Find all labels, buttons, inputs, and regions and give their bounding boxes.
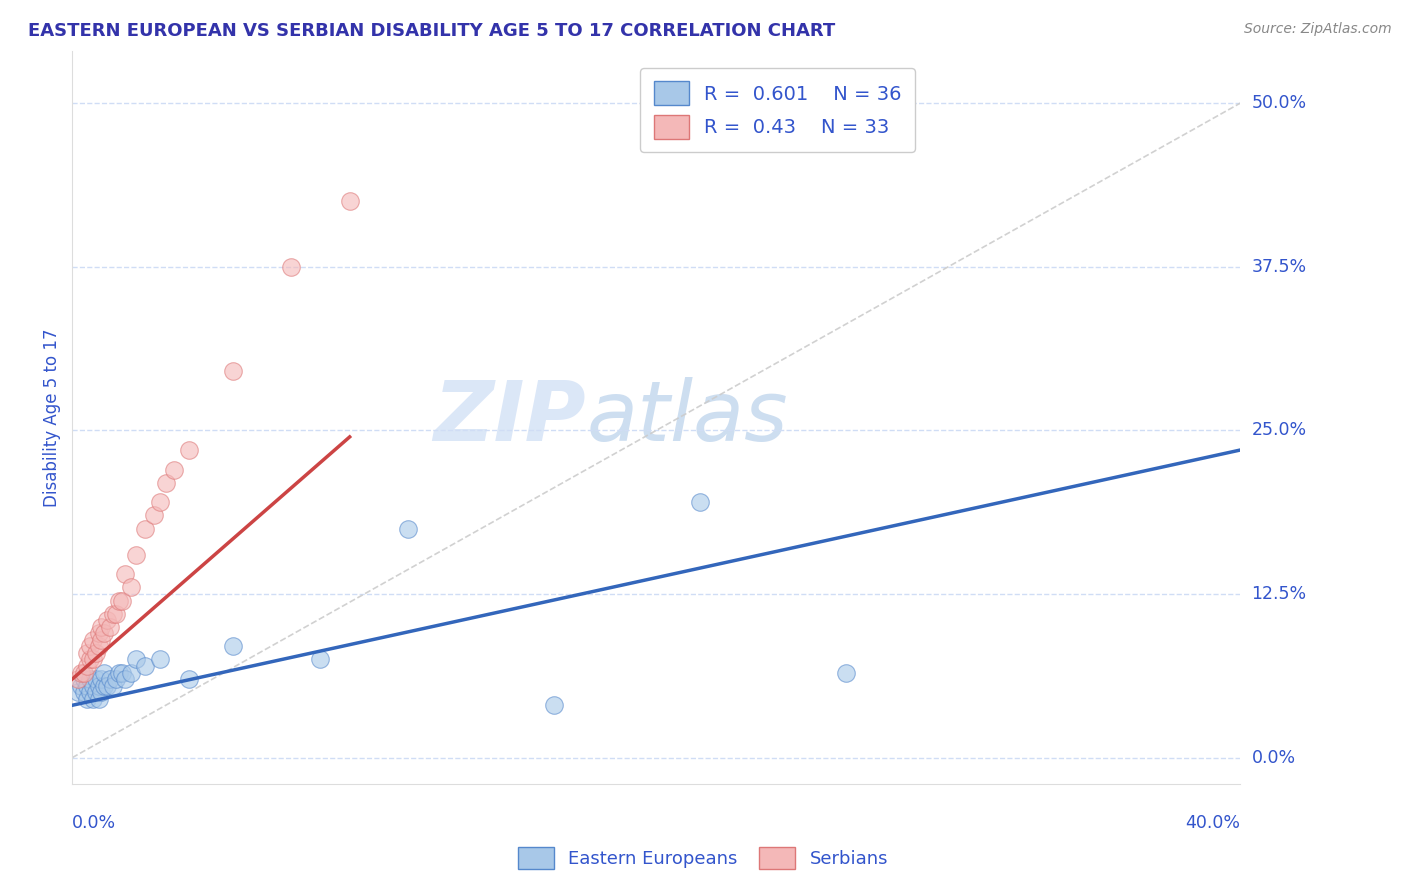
- Point: [125, 652, 148, 666]
- Point: [120, 581, 142, 595]
- Point: [222, 364, 245, 378]
- Text: 25.0%: 25.0%: [1251, 421, 1306, 440]
- Point: [114, 672, 136, 686]
- Point: [108, 665, 131, 680]
- Point: [105, 672, 128, 686]
- Point: [120, 665, 142, 680]
- Point: [149, 495, 172, 509]
- Point: [84, 685, 107, 699]
- Point: [79, 640, 101, 654]
- Point: [309, 652, 332, 666]
- Point: [101, 679, 124, 693]
- Text: Source: ZipAtlas.com: Source: ZipAtlas.com: [1244, 22, 1392, 37]
- Point: [101, 607, 124, 621]
- Point: [108, 593, 131, 607]
- Point: [82, 679, 104, 693]
- Point: [125, 548, 148, 562]
- Point: [79, 672, 101, 686]
- Point: [134, 522, 156, 536]
- Point: [96, 679, 118, 693]
- Point: [98, 672, 121, 686]
- Text: atlas: atlas: [586, 376, 787, 458]
- Point: [84, 672, 107, 686]
- Point: [93, 679, 115, 693]
- Point: [98, 620, 121, 634]
- Legend: R =  0.601    N = 36, R =  0.43    N = 33: R = 0.601 N = 36, R = 0.43 N = 33: [640, 68, 915, 153]
- Point: [177, 672, 200, 686]
- Point: [339, 194, 361, 209]
- Point: [543, 698, 565, 713]
- Point: [67, 685, 90, 699]
- Text: 0.0%: 0.0%: [1251, 748, 1296, 766]
- Text: 37.5%: 37.5%: [1251, 258, 1306, 276]
- Point: [90, 632, 112, 647]
- Point: [280, 260, 302, 274]
- Point: [82, 632, 104, 647]
- Point: [105, 607, 128, 621]
- Text: 0.0%: 0.0%: [72, 814, 117, 832]
- Point: [73, 665, 96, 680]
- Point: [87, 626, 110, 640]
- Legend: Eastern Europeans, Serbians: Eastern Europeans, Serbians: [509, 838, 897, 879]
- Point: [689, 495, 711, 509]
- Point: [111, 665, 134, 680]
- Point: [73, 685, 96, 699]
- Text: ZIP: ZIP: [433, 376, 586, 458]
- Point: [96, 613, 118, 627]
- Point: [177, 442, 200, 457]
- Point: [87, 640, 110, 654]
- Point: [82, 652, 104, 666]
- Text: 50.0%: 50.0%: [1251, 94, 1306, 112]
- Point: [84, 646, 107, 660]
- Y-axis label: Disability Age 5 to 17: Disability Age 5 to 17: [44, 328, 60, 507]
- Point: [76, 659, 98, 673]
- Text: 40.0%: 40.0%: [1185, 814, 1240, 832]
- Point: [90, 685, 112, 699]
- Point: [76, 646, 98, 660]
- Text: 12.5%: 12.5%: [1251, 585, 1306, 603]
- Point: [73, 672, 96, 686]
- Point: [134, 659, 156, 673]
- Point: [222, 640, 245, 654]
- Point: [87, 691, 110, 706]
- Point: [90, 620, 112, 634]
- Point: [93, 626, 115, 640]
- Point: [82, 691, 104, 706]
- Point: [79, 685, 101, 699]
- Point: [67, 672, 90, 686]
- Point: [90, 672, 112, 686]
- Point: [143, 508, 166, 523]
- Text: EASTERN EUROPEAN VS SERBIAN DISABILITY AGE 5 TO 17 CORRELATION CHART: EASTERN EUROPEAN VS SERBIAN DISABILITY A…: [28, 22, 835, 40]
- Point: [93, 665, 115, 680]
- Point: [111, 593, 134, 607]
- Point: [149, 652, 172, 666]
- Point: [87, 679, 110, 693]
- Point: [835, 665, 858, 680]
- Point: [76, 691, 98, 706]
- Point: [396, 522, 419, 536]
- Point: [70, 665, 93, 680]
- Point: [114, 567, 136, 582]
- Point: [70, 679, 93, 693]
- Point: [155, 475, 177, 490]
- Point: [76, 679, 98, 693]
- Point: [163, 462, 186, 476]
- Point: [79, 652, 101, 666]
